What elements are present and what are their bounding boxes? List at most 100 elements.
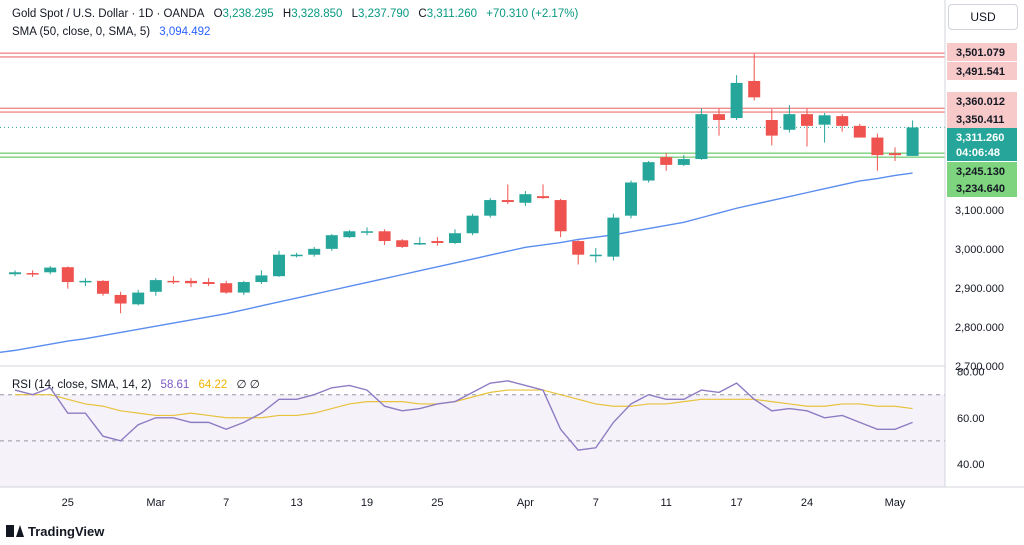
rsi-axis-tick: 80.00	[957, 367, 985, 379]
price-axis-tick: 2,700.000	[955, 361, 1004, 373]
candle-down	[431, 241, 444, 243]
candle-up	[361, 231, 373, 233]
price-badge-resistance	[947, 62, 1017, 80]
candle-down	[871, 137, 884, 156]
rsi-label: RSI (14, close, SMA, 14, 2)	[12, 379, 152, 391]
candle-down	[660, 157, 673, 165]
time-axis-tick: 25	[62, 497, 74, 509]
candle-up	[484, 200, 497, 216]
symbol-title: Gold Spot / U.S. Dollar · 1D · OANDA	[12, 8, 205, 20]
price-badge-price	[947, 128, 1017, 146]
candle-up	[449, 233, 461, 243]
price-axis-tick: 2,800.000	[955, 322, 1004, 334]
tradingview-wordmark: TradingView	[28, 524, 105, 539]
candle-up	[589, 254, 602, 257]
candle-up	[79, 280, 92, 283]
price-badge-text: 3,360.012	[956, 96, 1005, 108]
candle-up	[730, 82, 743, 119]
candle-down	[220, 283, 233, 293]
tradingview-logo-icon	[6, 525, 24, 537]
candle-down	[378, 231, 391, 242]
currency-button[interactable]: USD	[948, 4, 1018, 30]
price-badge-text: 3,234.640	[956, 183, 1005, 195]
time-axis-tick: 25	[431, 497, 443, 509]
time-axis-tick: 7	[223, 497, 229, 509]
price-badge-resistance	[947, 43, 1017, 61]
time-axis-tick: 7	[593, 497, 599, 509]
price-badge-text: 3,501.079	[956, 47, 1005, 59]
sma-legend[interactable]: SMA (50, close, 0, SMA, 5) 3,094.492	[12, 26, 216, 38]
candle-up	[44, 267, 57, 273]
candle-up	[237, 282, 250, 293]
candle-down	[765, 120, 778, 136]
candle-up	[642, 162, 655, 181]
candle-up	[625, 182, 637, 216]
rsi-value: 58.61	[160, 379, 190, 391]
time-axis-tick: 19	[361, 497, 373, 509]
rsi-legend[interactable]: RSI (14, close, SMA, 14, 2) 58.61 64.22 …	[12, 377, 266, 391]
symbol-legend: Gold Spot / U.S. Dollar · 1D · OANDA O3,…	[12, 8, 584, 20]
price-axis-tick: 3,000.000	[955, 244, 1004, 256]
ohlc-close: C3,311.260	[418, 8, 477, 20]
time-axis-tick: 11	[660, 497, 671, 509]
price-change: +70.310 (+2.17%)	[486, 8, 579, 20]
candle-down	[26, 273, 39, 275]
candle-up	[413, 243, 426, 245]
price-badge-text: 04:06:48	[956, 147, 1000, 159]
price-badge-text: 3,350.411	[956, 114, 1004, 126]
price-axis-tick: 3,100.000	[955, 205, 1004, 217]
time-axis-tick: May	[885, 497, 906, 509]
tradingview-logo[interactable]: TradingView	[6, 524, 104, 539]
ohlc-high: H3,328.850	[282, 8, 343, 20]
candle-down	[713, 114, 725, 120]
candle-up	[519, 194, 532, 203]
rsi-pane[interactable]	[0, 380, 945, 488]
candle-up	[607, 217, 620, 257]
candle-up	[9, 272, 21, 275]
axis-layer: 3,100.000 3,000.000 2,900.000 2,800.000 2,70…	[0, 0, 1024, 509]
candle-down	[537, 196, 549, 199]
time-axis-tick: Mar	[146, 497, 165, 509]
candle-up	[149, 280, 162, 292]
candle-down	[889, 153, 901, 156]
rsi-axis-tick: 40.00	[957, 459, 985, 471]
price-badge-resistance	[947, 110, 1017, 128]
ohlc-open: O3,238.295	[213, 8, 274, 20]
candle-up	[290, 254, 303, 257]
rsi-ma-value: 64.22	[198, 379, 228, 391]
candle-down	[396, 240, 409, 247]
candle-down	[185, 280, 197, 284]
candle-down	[836, 116, 849, 126]
candle-down	[748, 80, 761, 98]
rsi-line	[14, 380, 913, 451]
candle-up	[255, 275, 268, 283]
candle-up	[695, 114, 708, 160]
candle-up	[273, 254, 285, 277]
price-badge-text: 3,491.541	[956, 66, 1005, 78]
price-badge-support	[947, 179, 1017, 197]
price-badge-text: 3,311.260	[956, 132, 1004, 144]
candle-up	[343, 231, 356, 238]
candle-down	[801, 114, 813, 126]
candle-down	[572, 241, 585, 255]
candle-down	[202, 282, 215, 284]
time-axis-tick: 13	[290, 497, 302, 509]
sma-label: SMA (50, close, 0, SMA, 5)	[12, 26, 151, 38]
candle-down	[114, 294, 127, 304]
rsi-ma-line	[15, 389, 913, 419]
candle-down	[853, 125, 866, 138]
candle-down	[167, 280, 180, 283]
sma-line	[0, 172, 913, 354]
price-badge-text: 3,245.130	[956, 166, 1005, 178]
time-axis-tick: 17	[730, 497, 742, 509]
candle-up	[132, 292, 145, 305]
candle-down	[61, 267, 74, 283]
candle-down	[554, 200, 567, 232]
candle-up	[308, 248, 321, 255]
candle-down	[501, 200, 514, 202]
price-badge-price	[947, 143, 1017, 161]
price-axis-tick: 2,900.000	[955, 283, 1004, 295]
candle-up	[906, 127, 919, 156]
candle-up	[466, 215, 479, 234]
